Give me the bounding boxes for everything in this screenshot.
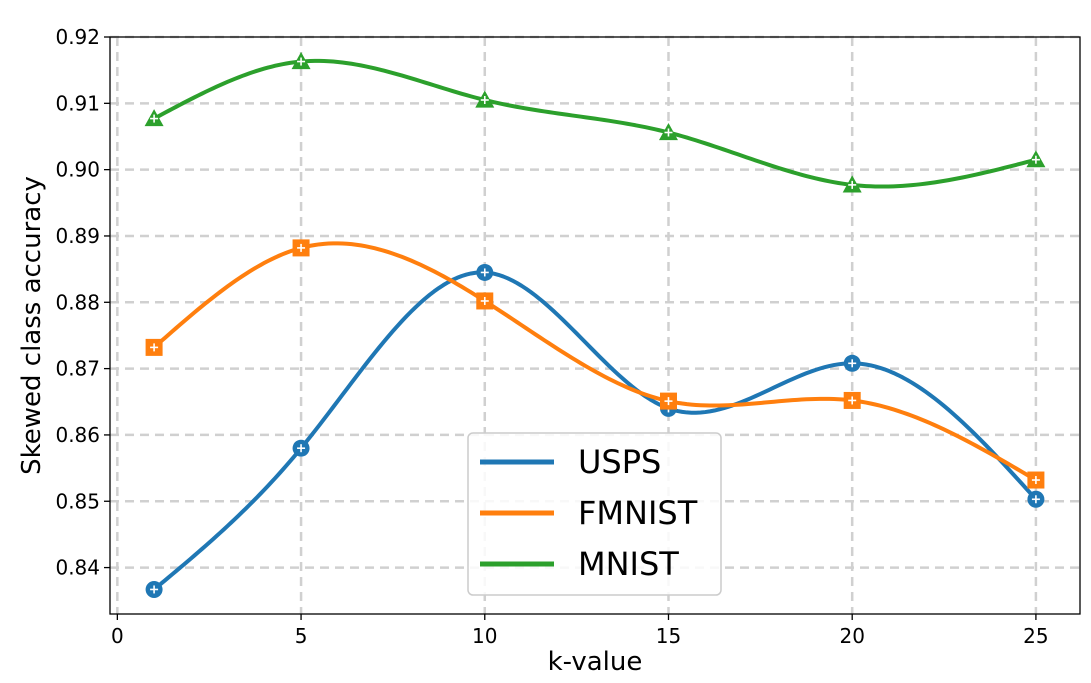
series-line-mnist — [152, 58, 1038, 189]
y-tick-label: 0.90 — [55, 158, 100, 182]
legend: USPS FMNIST MNIST — [467, 432, 722, 596]
y-tick-label: 0.89 — [55, 224, 100, 248]
x-tick-label: 25 — [1023, 624, 1048, 648]
series-fmnist — [145, 239, 1045, 489]
y-tick-label: 0.85 — [55, 489, 100, 513]
x-tick-label: 15 — [656, 624, 681, 648]
series-line-fmnist — [152, 241, 1038, 483]
legend-label-usps: USPS — [578, 443, 661, 481]
series-mnist — [144, 52, 1046, 193]
x-tick-label: 0 — [111, 624, 124, 648]
x-tick-label: 5 — [295, 624, 308, 648]
y-tick-label: 0.86 — [55, 423, 100, 447]
series-line-usps — [152, 270, 1038, 592]
legend-label-mnist: MNIST — [578, 545, 679, 583]
plot-frame — [109, 36, 1081, 615]
legend-label-fmnist: FMNIST — [578, 494, 698, 532]
legend-box — [467, 432, 722, 596]
legend-item-mnist: MNIST — [480, 545, 679, 583]
y-tick-label: 0.87 — [55, 357, 100, 381]
x-axis-label: k-value — [548, 647, 643, 677]
y-tick-label: 0.84 — [55, 556, 100, 580]
legend-item-usps: USPS — [480, 443, 661, 481]
axis-ticks: 0 5 10 15 20 25 0.84 0.85 0.86 0.87 0.88 0.89 0.90 0.… — [55, 25, 1048, 648]
x-tick-label: 10 — [472, 624, 497, 648]
legend-item-fmnist: FMNIST — [480, 494, 698, 532]
y-tick-label: 0.92 — [55, 25, 100, 49]
y-tick-label: 0.88 — [55, 290, 100, 314]
y-tick-label: 0.91 — [55, 91, 100, 115]
y-axis-label: Skewed class accuracy — [17, 176, 47, 475]
series-layer — [144, 52, 1046, 598]
x-tick-label: 20 — [839, 624, 864, 648]
